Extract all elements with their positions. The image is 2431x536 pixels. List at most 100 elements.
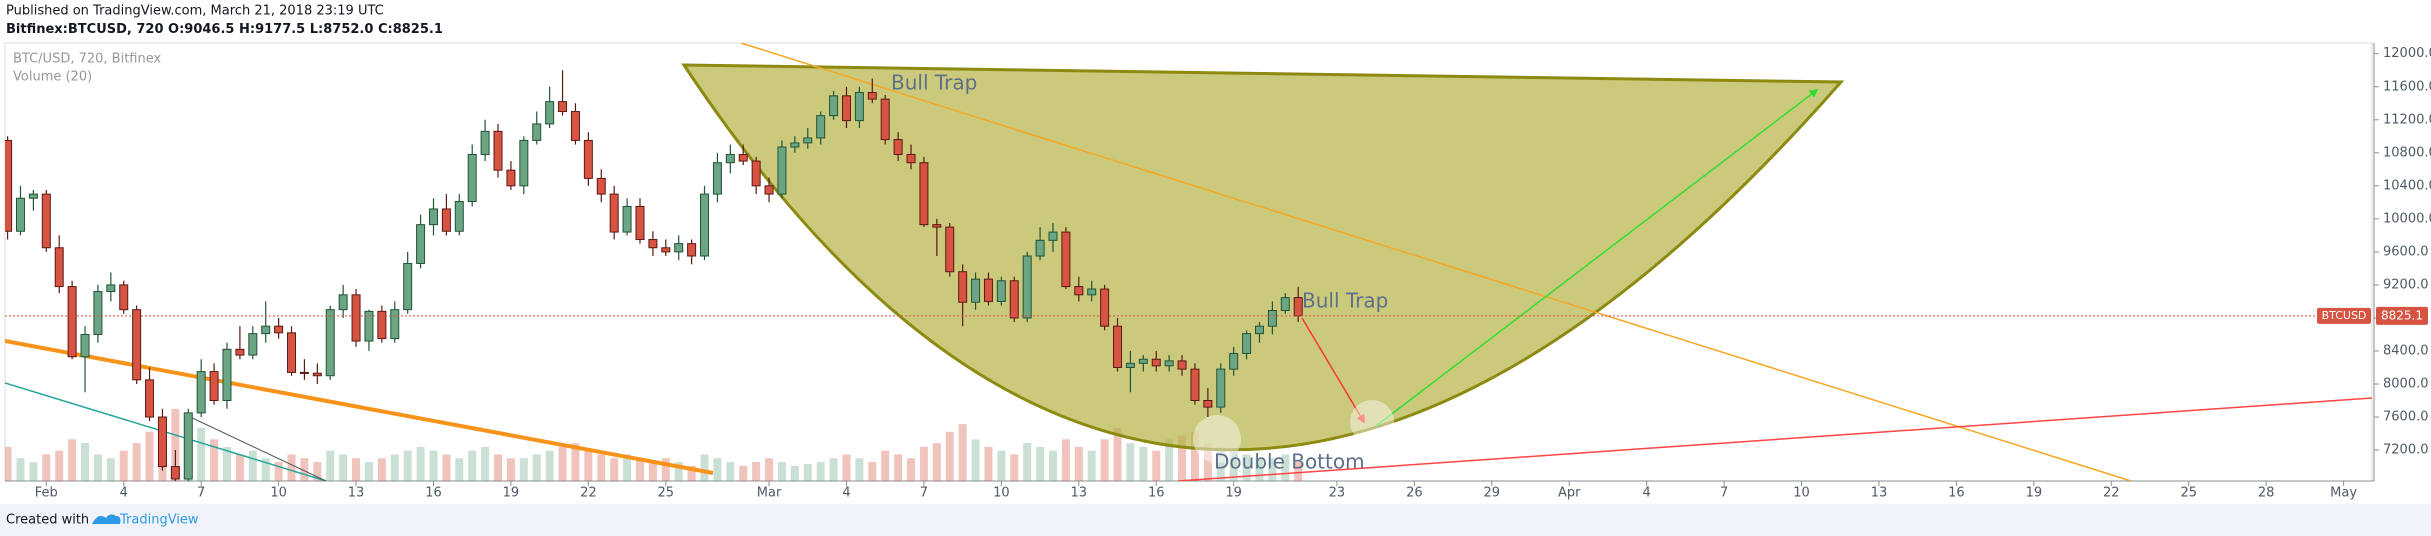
volume-bar (377, 458, 386, 481)
volume-bar (1048, 450, 1057, 481)
x-tick-label: 7 (197, 486, 205, 501)
volume-bar (1242, 454, 1251, 481)
volume-bar (571, 443, 580, 481)
candle-body (1074, 286, 1084, 296)
volume-bar (816, 462, 825, 481)
candle-body (119, 284, 129, 311)
volume-bar (494, 454, 503, 481)
volume-bar (1178, 435, 1187, 481)
volume-bar (907, 458, 916, 481)
volume-bar (713, 458, 722, 481)
candle-body (1100, 288, 1110, 327)
volume-bar (481, 446, 490, 481)
volume-bar (326, 450, 335, 481)
candle-body (467, 153, 477, 203)
y-tick-label: 7200.0 (2383, 443, 2429, 458)
x-tick-label: 29 (1484, 486, 1501, 501)
candle-body (996, 280, 1006, 302)
footer-brand[interactable]: TradingView (119, 513, 199, 528)
volume-bar (1113, 427, 1122, 481)
volume-bar (1010, 454, 1019, 481)
volume-bar (222, 446, 231, 481)
y-tick-label: 9200.0 (2383, 277, 2429, 292)
candle-body (777, 146, 787, 195)
x-tick-label: 25 (2180, 486, 2197, 501)
volume-bar (235, 454, 244, 481)
volume-bar (584, 450, 593, 481)
x-tick-label: 13 (348, 486, 365, 501)
highlight-circle (1350, 400, 1394, 444)
candle-body (28, 193, 38, 199)
volume-bar (1036, 446, 1045, 481)
x-tick-label: 10 (1793, 486, 1810, 501)
candle-body (351, 294, 361, 342)
candle-body (441, 208, 451, 232)
volume-bar (29, 462, 38, 481)
volume-bar (752, 462, 761, 481)
candle-body (674, 243, 684, 253)
volume-bar (958, 424, 967, 481)
volume-bar (468, 450, 477, 481)
annotation: Bull Trap (891, 71, 977, 95)
volume-bar (132, 443, 141, 481)
x-tick-label: Apr (1558, 486, 1581, 501)
candle-body (222, 348, 232, 402)
candle-body (1151, 358, 1161, 367)
candle-body (983, 278, 993, 302)
volume-bar (261, 458, 270, 481)
volume-bar (739, 465, 748, 481)
volume-bar (868, 462, 877, 481)
candle-body (416, 224, 426, 264)
candle-body (661, 247, 671, 253)
bowl-shape (681, 63, 1845, 452)
candle-body (325, 309, 335, 377)
x-tick-label: 7 (1720, 486, 1728, 501)
candle-body (570, 111, 580, 141)
candle-body (1242, 333, 1252, 354)
volume-bar (945, 431, 954, 481)
candle-body (261, 325, 271, 335)
candle-body (390, 309, 400, 340)
x-tick-label: 4 (1643, 486, 1651, 501)
candle-body (132, 309, 142, 381)
candle-body (1293, 297, 1303, 317)
candle-body (1087, 288, 1097, 296)
volume-bar (1100, 439, 1109, 481)
candle-body (596, 177, 606, 195)
candle-body (519, 139, 529, 187)
candle-body (1048, 231, 1058, 241)
x-tick-label: 19 (1225, 486, 1242, 501)
volume-bar (429, 450, 438, 481)
symbol: Bitfinex:BTCUSD, 720 (6, 22, 164, 37)
candle-body (790, 142, 800, 148)
trend-line (185, 414, 327, 481)
x-tick-label: 16 (1148, 486, 1165, 501)
volume-bar (119, 450, 128, 481)
volume-bar (145, 431, 154, 481)
volume-bar (390, 454, 399, 481)
candle-body (971, 278, 981, 303)
x-tick-label: 16 (1948, 486, 1965, 501)
volume-bar (765, 458, 774, 481)
volume-bar (971, 439, 980, 481)
x-tick-label: 25 (658, 486, 675, 501)
volume-bar (300, 458, 309, 481)
x-tick-label: 7 (920, 486, 928, 501)
ohlc-high: H:9177.5 (239, 22, 305, 37)
candle-body (428, 208, 438, 226)
x-tick-label: 16 (425, 486, 442, 501)
x-tick-label: 19 (503, 486, 520, 501)
footer-logo[interactable] (92, 514, 121, 524)
candle-body (609, 193, 619, 233)
candle-body (1203, 400, 1213, 408)
volume-bar (1229, 450, 1238, 481)
trend-line (740, 43, 2132, 481)
volume-bar (894, 454, 903, 481)
volume-bar (997, 450, 1006, 481)
volume-bar (661, 458, 670, 481)
candle-body (854, 92, 864, 122)
y-tick-label: 7600.0 (2383, 410, 2429, 425)
price-tag-name: BTCUSD (2322, 309, 2367, 322)
volume-bar (16, 458, 25, 481)
